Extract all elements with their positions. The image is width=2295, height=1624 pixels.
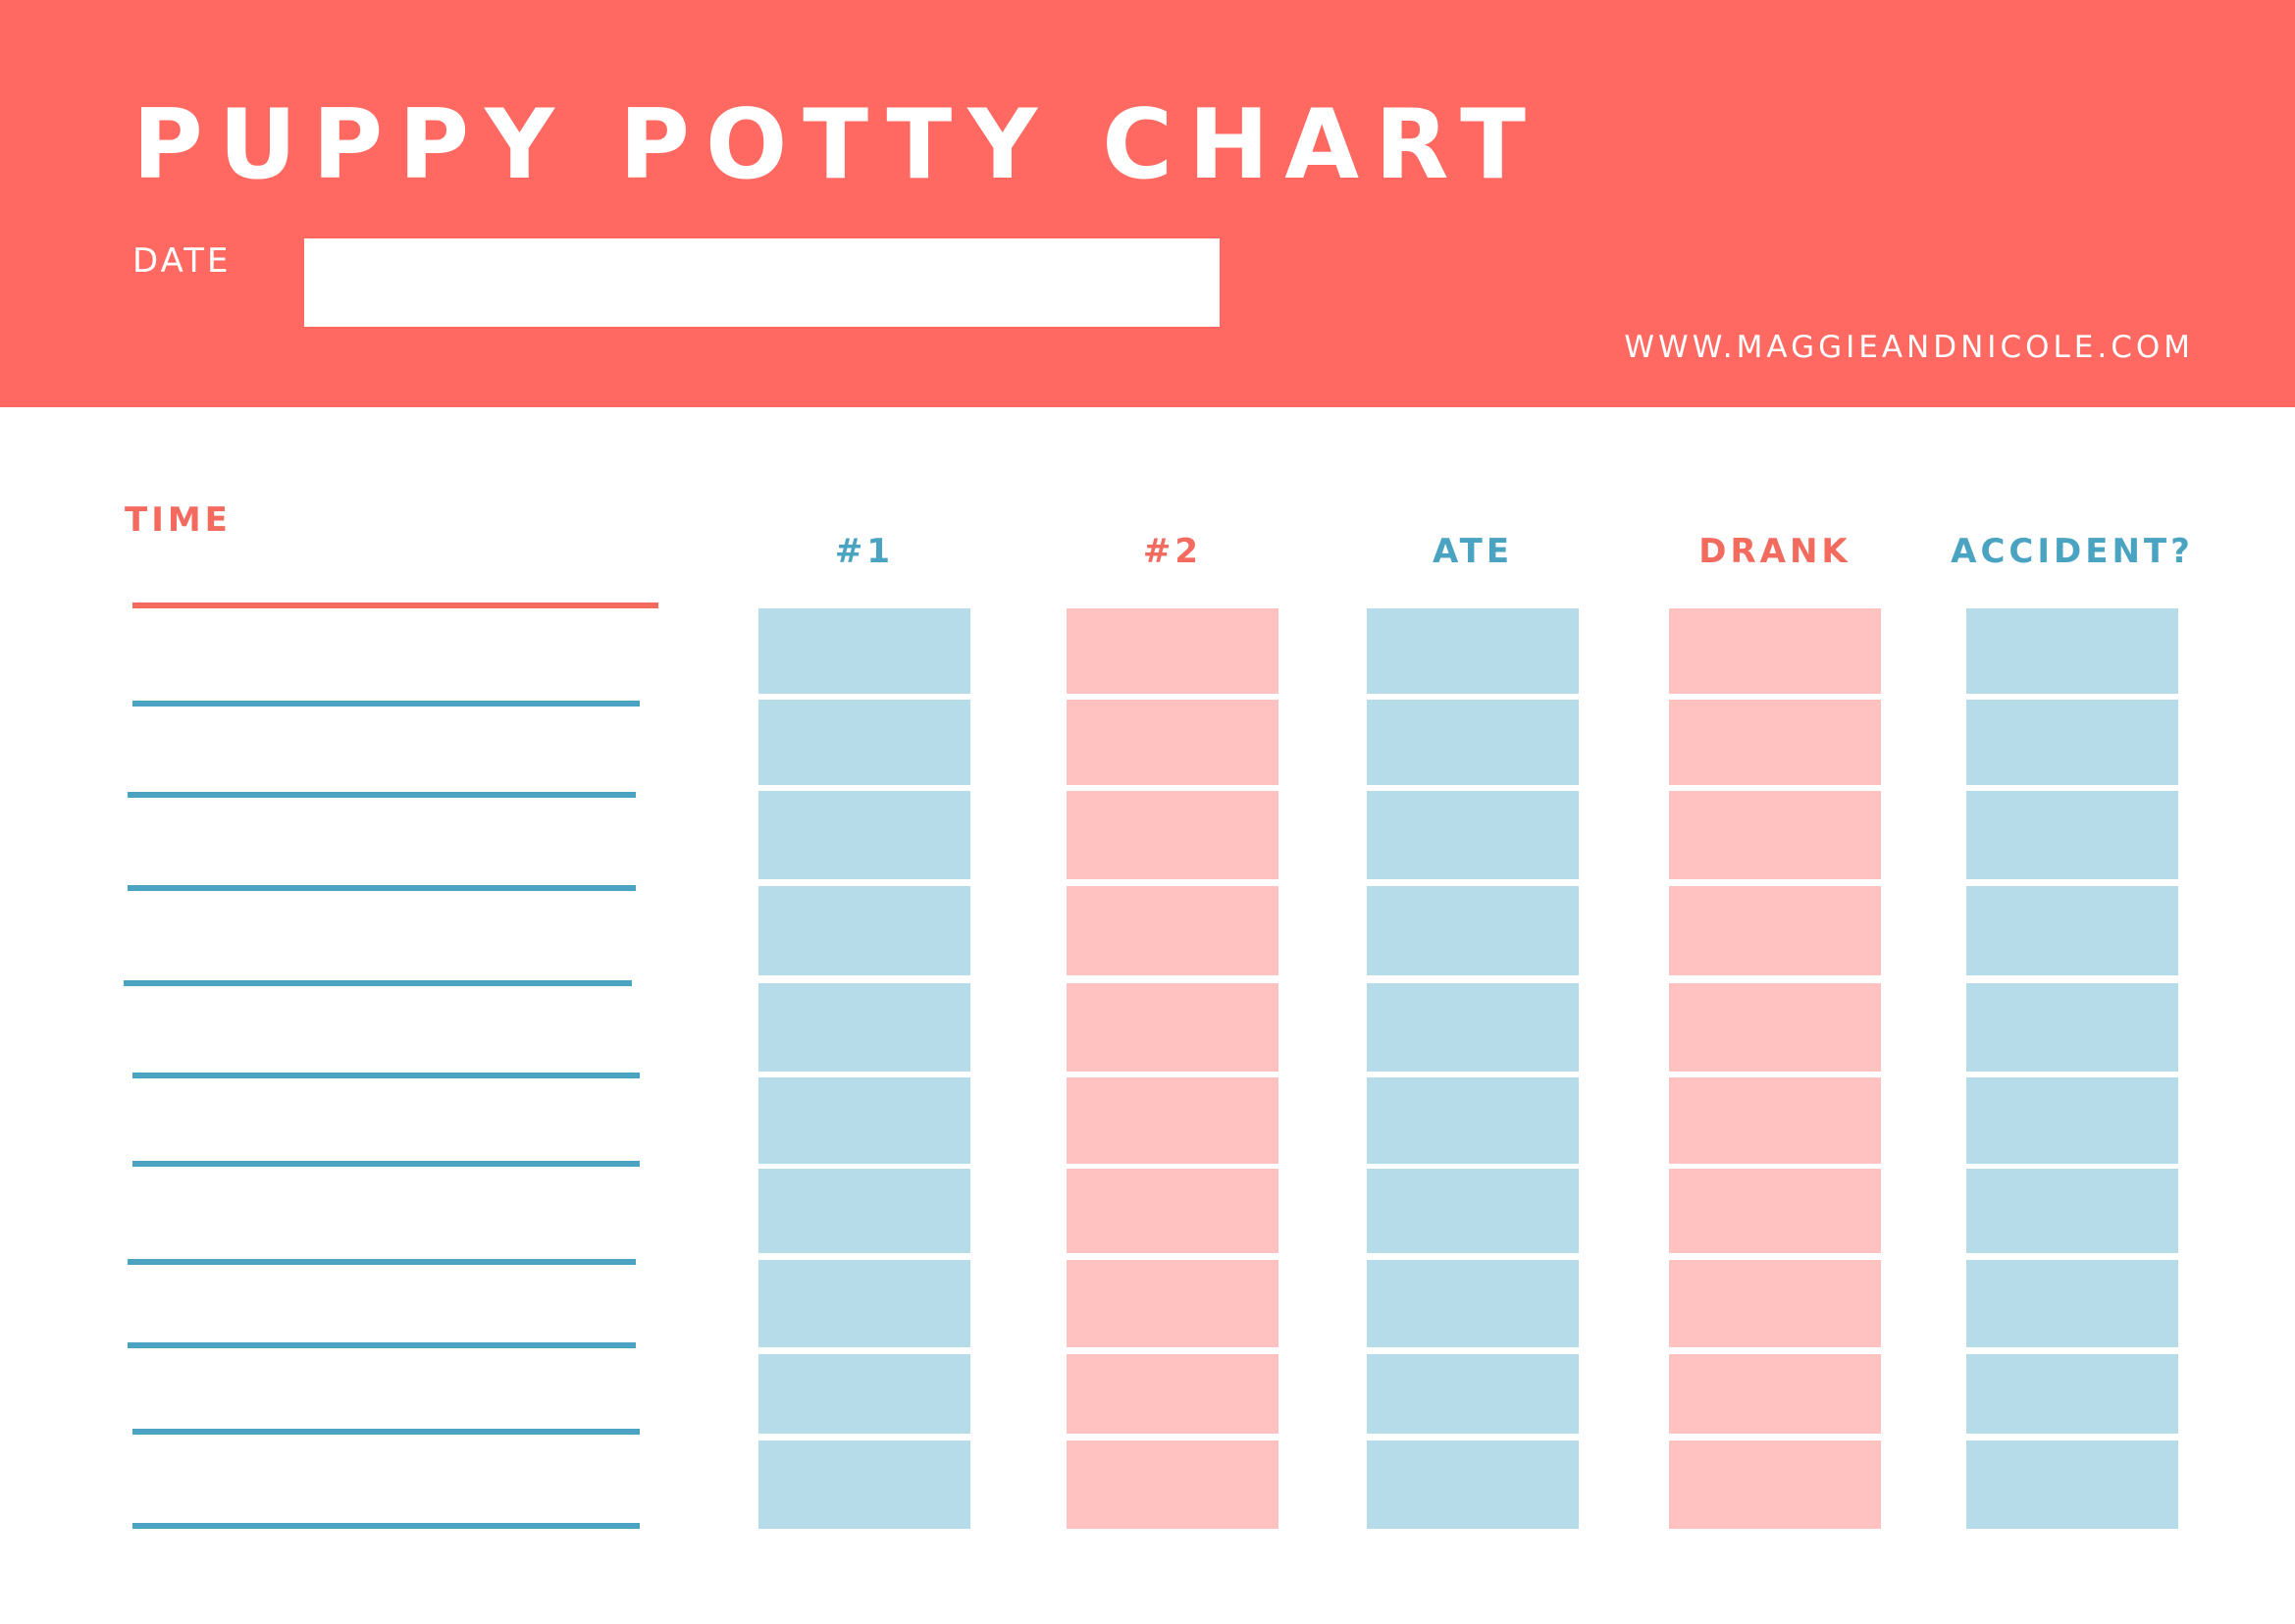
tracking-box[interactable] [758, 983, 970, 1072]
tracking-box[interactable] [1367, 1077, 1579, 1164]
tracking-box[interactable] [758, 1077, 970, 1164]
tracking-box[interactable] [1367, 1260, 1579, 1347]
tracking-box[interactable] [1067, 983, 1278, 1072]
tracking-box[interactable] [1669, 983, 1881, 1072]
time-write-line[interactable] [124, 980, 632, 986]
time-write-line[interactable] [128, 792, 636, 798]
tracking-box[interactable] [758, 700, 970, 785]
tracking-box[interactable] [1367, 608, 1579, 694]
tracking-box[interactable] [1966, 1441, 2178, 1529]
tracking-box[interactable] [1367, 1169, 1579, 1253]
tracking-box[interactable] [1067, 1169, 1278, 1253]
tracking-box[interactable] [1966, 1077, 2178, 1164]
date-field[interactable] [304, 238, 1220, 327]
tracking-box[interactable] [1966, 1169, 2178, 1253]
tracking-box[interactable] [1669, 700, 1881, 785]
tracking-box[interactable] [1067, 608, 1278, 694]
tracking-box[interactable] [1367, 983, 1579, 1072]
time-write-line[interactable] [132, 1161, 640, 1167]
column-header: #2 [1142, 532, 1203, 571]
column-header: DRANK [1698, 532, 1852, 571]
column-header: ATE [1432, 532, 1514, 571]
tracking-box[interactable] [1966, 1260, 2178, 1347]
tracking-box[interactable] [1966, 983, 2178, 1072]
tracking-box[interactable] [1966, 608, 2178, 694]
tracking-box[interactable] [758, 886, 970, 975]
tracking-box[interactable] [1966, 886, 2178, 975]
tracking-box[interactable] [1669, 791, 1881, 879]
tracking-box[interactable] [1067, 1441, 1278, 1529]
tracking-box[interactable] [758, 1260, 970, 1347]
tracking-box[interactable] [758, 1169, 970, 1253]
tracking-box[interactable] [1966, 791, 2178, 879]
time-write-line[interactable] [132, 1429, 640, 1435]
tracking-box[interactable] [1067, 1354, 1278, 1434]
tracking-box[interactable] [1669, 608, 1881, 694]
tracking-box[interactable] [1067, 886, 1278, 975]
tracking-box[interactable] [1367, 1354, 1579, 1434]
tracking-box[interactable] [1966, 700, 2178, 785]
tracking-box[interactable] [758, 791, 970, 879]
time-write-line[interactable] [132, 1073, 640, 1078]
tracking-box[interactable] [1367, 886, 1579, 975]
tracking-box[interactable] [758, 1441, 970, 1529]
tracking-box[interactable] [1367, 1441, 1579, 1529]
time-write-line[interactable] [132, 1523, 640, 1529]
time-write-line[interactable] [128, 1342, 636, 1348]
tracking-box[interactable] [1669, 1169, 1881, 1253]
column-header: ACCIDENT? [1951, 532, 2194, 571]
time-column-header: TIME [125, 500, 232, 540]
tracking-box[interactable] [1669, 1260, 1881, 1347]
tracking-box[interactable] [1669, 1354, 1881, 1434]
page-title: PUPPY POTTY CHART [132, 89, 1541, 201]
column-header: #1 [834, 532, 895, 571]
tracking-box[interactable] [1367, 700, 1579, 785]
tracking-box[interactable] [758, 1354, 970, 1434]
time-write-line[interactable] [132, 602, 658, 608]
tracking-box[interactable] [1669, 886, 1881, 975]
time-write-line[interactable] [132, 701, 640, 707]
header-banner: PUPPY POTTY CHART DATE WWW.MAGGIEANDNICO… [0, 0, 2295, 407]
website-url: WWW.MAGGIEANDNICOLE.COM [1624, 330, 2194, 365]
date-label: DATE [132, 241, 232, 281]
tracking-box[interactable] [1966, 1354, 2178, 1434]
tracking-box[interactable] [1669, 1077, 1881, 1164]
tracking-box[interactable] [758, 608, 970, 694]
tracking-box[interactable] [1067, 1260, 1278, 1347]
time-write-line[interactable] [128, 885, 636, 891]
tracking-box[interactable] [1669, 1441, 1881, 1529]
time-write-line[interactable] [128, 1259, 636, 1265]
tracking-box[interactable] [1067, 791, 1278, 879]
tracking-box[interactable] [1067, 1077, 1278, 1164]
tracking-box[interactable] [1367, 791, 1579, 879]
tracking-box[interactable] [1067, 700, 1278, 785]
